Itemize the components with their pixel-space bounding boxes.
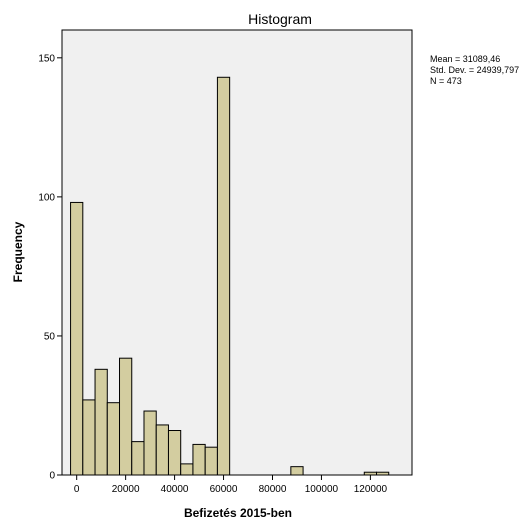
x-axis: 0 20000 40000 60000 80000 100000 120000 xyxy=(74,475,388,495)
histogram-bar-3 xyxy=(106,402,121,476)
y-tick-label-0: 0 xyxy=(49,471,55,482)
histogram-bar-6 xyxy=(143,410,157,476)
stats-n: N = 473 xyxy=(430,76,462,86)
y-tick-label-1: 50 xyxy=(44,331,56,342)
histogram-bar-2 xyxy=(94,368,108,476)
x-axis-label: Befizetés 2015-ben xyxy=(184,506,292,520)
x-tick-label-6: 120000 xyxy=(354,484,388,495)
histogram-bar-5 xyxy=(131,441,145,476)
histogram-bar-15 xyxy=(376,471,390,476)
histogram-bar-13 xyxy=(290,466,304,476)
bars-group xyxy=(70,76,390,476)
x-tick-label-4: 80000 xyxy=(259,484,287,495)
histogram-bar-9 xyxy=(180,463,194,476)
x-tick-label-5: 100000 xyxy=(305,484,339,495)
y-tick-label-3: 150 xyxy=(38,53,55,64)
histogram-bar-1 xyxy=(82,399,96,476)
histogram-bar-0 xyxy=(70,201,84,476)
y-axis-label: Frequency xyxy=(11,221,25,282)
stats-mean: Mean = 31089,46 xyxy=(430,54,500,64)
y-axis: 0 50 100 150 xyxy=(38,53,62,482)
x-tick-label-2: 40000 xyxy=(161,484,189,495)
x-tick-label-0: 0 xyxy=(74,484,80,495)
histogram-bar-12 xyxy=(216,76,231,476)
histogram-bar-11 xyxy=(204,446,218,476)
histogram-bar-7 xyxy=(155,424,169,476)
x-tick-label-1: 20000 xyxy=(112,484,140,495)
stats-box: Mean = 31089,46 Std. Dev. = 24939,797 N … xyxy=(430,54,519,86)
histogram-bar-8 xyxy=(167,430,182,476)
histogram-bar-10 xyxy=(192,443,206,476)
x-tick-label-3: 60000 xyxy=(210,484,238,495)
histogram-bar-14 xyxy=(363,471,378,476)
chart-title: Histogram xyxy=(248,11,312,27)
histogram-bar-4 xyxy=(119,357,133,476)
stats-std-dev: Std. Dev. = 24939,797 xyxy=(430,65,519,75)
y-tick-label-2: 100 xyxy=(38,192,55,203)
